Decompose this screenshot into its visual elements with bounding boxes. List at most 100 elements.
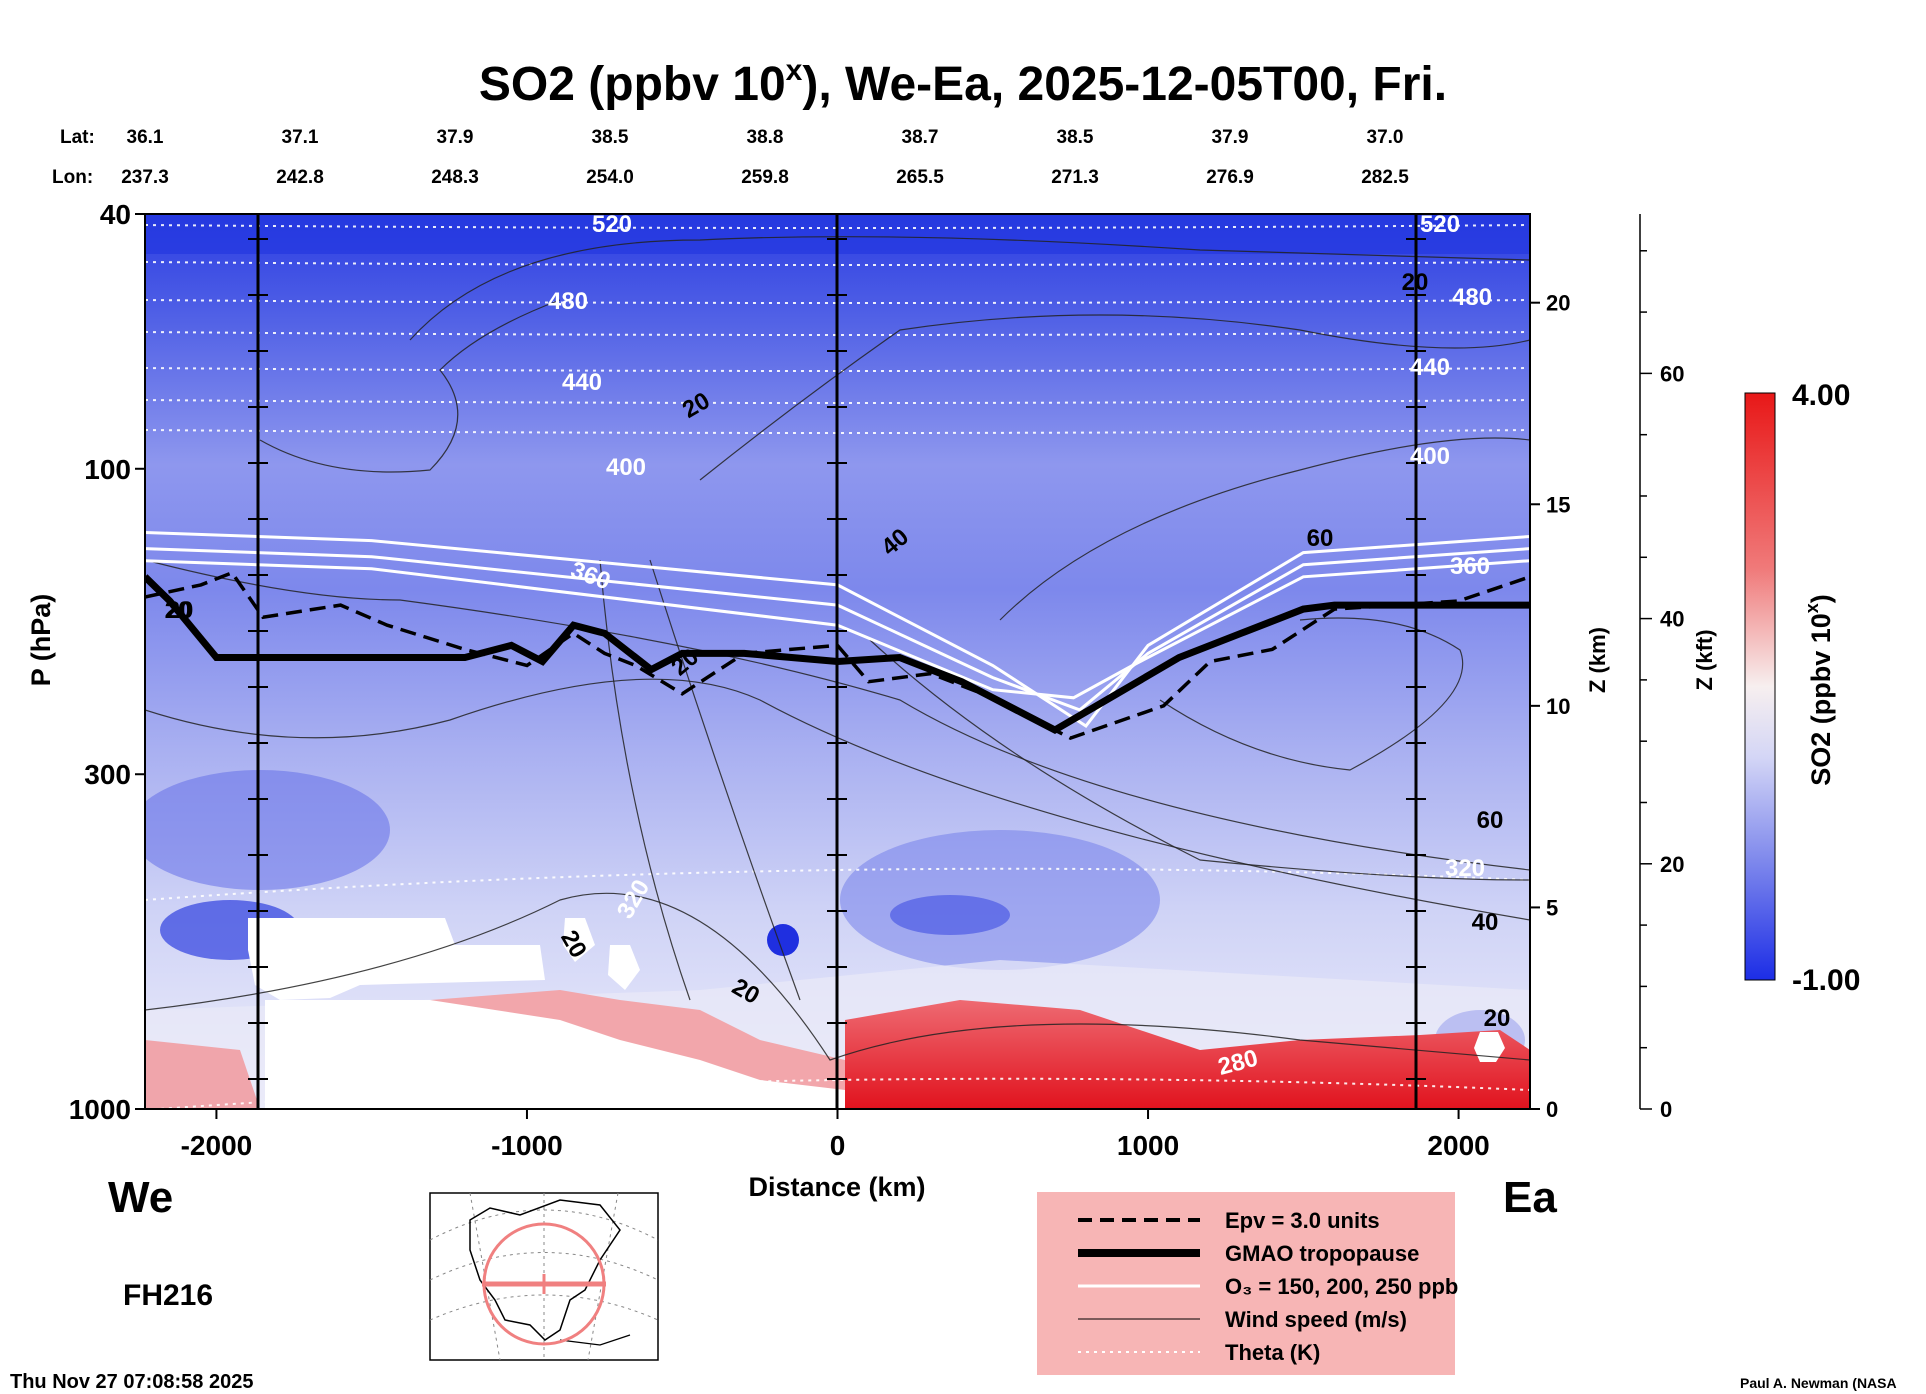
pressure-tick-label: 100 <box>84 454 131 485</box>
wind-contour-line <box>999 437 1530 621</box>
so2-patch-center <box>840 830 1160 970</box>
so2-enhancement-east <box>845 1000 1530 1109</box>
terrain-mask-plateau <box>248 918 545 1000</box>
lat-value: 37.0 <box>1367 127 1404 148</box>
pressure-tick-label: 300 <box>84 759 131 790</box>
lat-value: 38.5 <box>1057 127 1094 148</box>
lon-value: 276.9 <box>1206 167 1254 188</box>
wind-contour-label: 60 <box>1307 525 1334 552</box>
so2-patch-west <box>145 770 390 890</box>
z-kft-tick-label: 60 <box>1660 361 1684 386</box>
wind-contour-label: 60 <box>1477 807 1504 834</box>
legend-box <box>1037 1192 1455 1375</box>
so2-enhancement-west <box>145 1040 260 1109</box>
timestamp: Thu Nov 27 07:08:58 2025 <box>10 1371 253 1393</box>
theta-contour-label: 480 <box>1452 284 1492 311</box>
lon-value: 254.0 <box>586 167 634 188</box>
z-kft-axis-label: Z (kft) <box>1692 629 1717 690</box>
wind-contour-line <box>259 299 561 473</box>
wind-contour-line <box>699 314 1530 481</box>
lat-lon-row: 36.1 37.1 37.9 38.5 38.8 38.7 38.5 37.9 37.0 237.… <box>121 127 1409 188</box>
pressure-axis: 1000 300 100 40 <box>69 199 145 1125</box>
forecast-hour: FH216 <box>123 1279 213 1312</box>
lat-value: 37.9 <box>1212 127 1249 148</box>
terrain-mask <box>265 1000 845 1109</box>
colorbar-label: SO2 (ppbv 10x) <box>1802 594 1836 786</box>
terrain-mask-peak-2 <box>608 945 640 990</box>
legend: Epv = 3.0 units GMAO tropopause O₃ = 150, … <box>1078 1208 1458 1365</box>
theta-contour-label: 520 <box>592 211 632 238</box>
legend-label: Epv = 3.0 units <box>1225 1208 1380 1233</box>
wind-speed-contours <box>145 236 1530 1061</box>
theta-contours <box>145 224 1530 1109</box>
x-axis-label: Distance (km) <box>748 1172 925 1202</box>
lon-value: 271.3 <box>1051 167 1099 188</box>
theta-contour-label: 480 <box>548 288 588 315</box>
z-km-tick-label: 15 <box>1546 492 1570 517</box>
lat-value: 38.7 <box>902 127 939 148</box>
theta-contour-label: 400 <box>1410 443 1450 470</box>
lon-label: Lon: <box>52 167 93 188</box>
distance-tick-label: 2000 <box>1427 1130 1489 1161</box>
lat-value: 38.8 <box>747 127 784 148</box>
lon-value: 237.3 <box>121 167 169 188</box>
lat-label: Lat: <box>60 127 95 148</box>
theta-contour-line <box>145 399 1530 404</box>
z-kft-tick-label: 20 <box>1660 852 1684 877</box>
lon-value: 248.3 <box>431 167 479 188</box>
terrain-mask-east <box>1474 1032 1505 1062</box>
z-km-tick-label: 10 <box>1546 694 1570 719</box>
wind-contour-line <box>145 559 1530 871</box>
distance-tick-label: -1000 <box>491 1130 563 1161</box>
lon-value: 259.8 <box>741 167 789 188</box>
credit: Paul A. Newman (NASA <box>1740 1375 1897 1391</box>
z-km-axis: 0 5 10 15 20 <box>1530 291 1570 1122</box>
wind-contour-line <box>649 559 801 1001</box>
wind-contour-label: 20 <box>1484 1005 1511 1032</box>
z-km-tick-label: 0 <box>1546 1097 1558 1122</box>
distance-tick-label: -2000 <box>181 1130 253 1161</box>
theta-contour-line <box>145 367 1530 372</box>
y-axis-label: P (hPa) <box>26 594 56 687</box>
z-km-axis-label: Z (km) <box>1585 627 1610 693</box>
lat-value: 36.1 <box>127 127 164 148</box>
wind-contour-line <box>145 892 1530 1061</box>
colorbar-min-label: -1.00 <box>1792 964 1860 997</box>
wind-contour-line <box>599 559 691 1001</box>
theta-contour-line <box>145 429 1530 434</box>
gmao-tropopause-line <box>145 574 1530 734</box>
wind-contour-line <box>145 678 1530 921</box>
wind-contour-line <box>1159 617 1464 771</box>
distance-tick-label: 1000 <box>1117 1130 1179 1161</box>
wind-contour-line <box>409 236 1530 341</box>
theta-contour-line <box>145 331 1530 336</box>
chart-title: SO2 (ppbv 10x), We-Ea, 2025-12-05T00, Fr… <box>479 54 1447 111</box>
theta-contour-label: 440 <box>562 369 602 396</box>
legend-label: Wind speed (m/s) <box>1225 1307 1407 1332</box>
pressure-tick-label: 1000 <box>69 1094 131 1125</box>
wind-contour-line <box>869 639 1530 881</box>
reference-line-ticks <box>248 238 1426 1080</box>
lon-value: 282.5 <box>1361 167 1409 188</box>
lon-value: 265.5 <box>896 167 944 188</box>
east-label: Ea <box>1503 1173 1557 1222</box>
legend-label: Theta (K) <box>1225 1340 1320 1365</box>
inset-map-coastline <box>469 1199 621 1341</box>
inset-map-caribbean <box>559 1334 631 1346</box>
west-label: We <box>108 1173 173 1222</box>
z-km-tick-label: 20 <box>1546 291 1570 316</box>
colorbar-max-label: 4.00 <box>1792 379 1850 412</box>
z-kft-axis: 0 20 40 60 <box>1640 250 1684 1122</box>
z-kft-tick-label: 0 <box>1660 1097 1672 1122</box>
z-km-tick-label: 5 <box>1546 895 1558 920</box>
distance-tick-label: 0 <box>830 1130 846 1161</box>
terrain-mask-peak-1 <box>563 918 595 962</box>
theta-contour-label: 400 <box>606 454 646 481</box>
so2-min-center <box>890 895 1010 935</box>
lon-value: 242.8 <box>276 167 324 188</box>
theta-contour-label: 520 <box>1420 211 1460 238</box>
wind-contour-label: 20 <box>1402 269 1429 296</box>
wind-contour-label: 20 <box>165 597 192 624</box>
distance-axis: -2000 -1000 0 1000 2000 <box>181 1109 1490 1161</box>
